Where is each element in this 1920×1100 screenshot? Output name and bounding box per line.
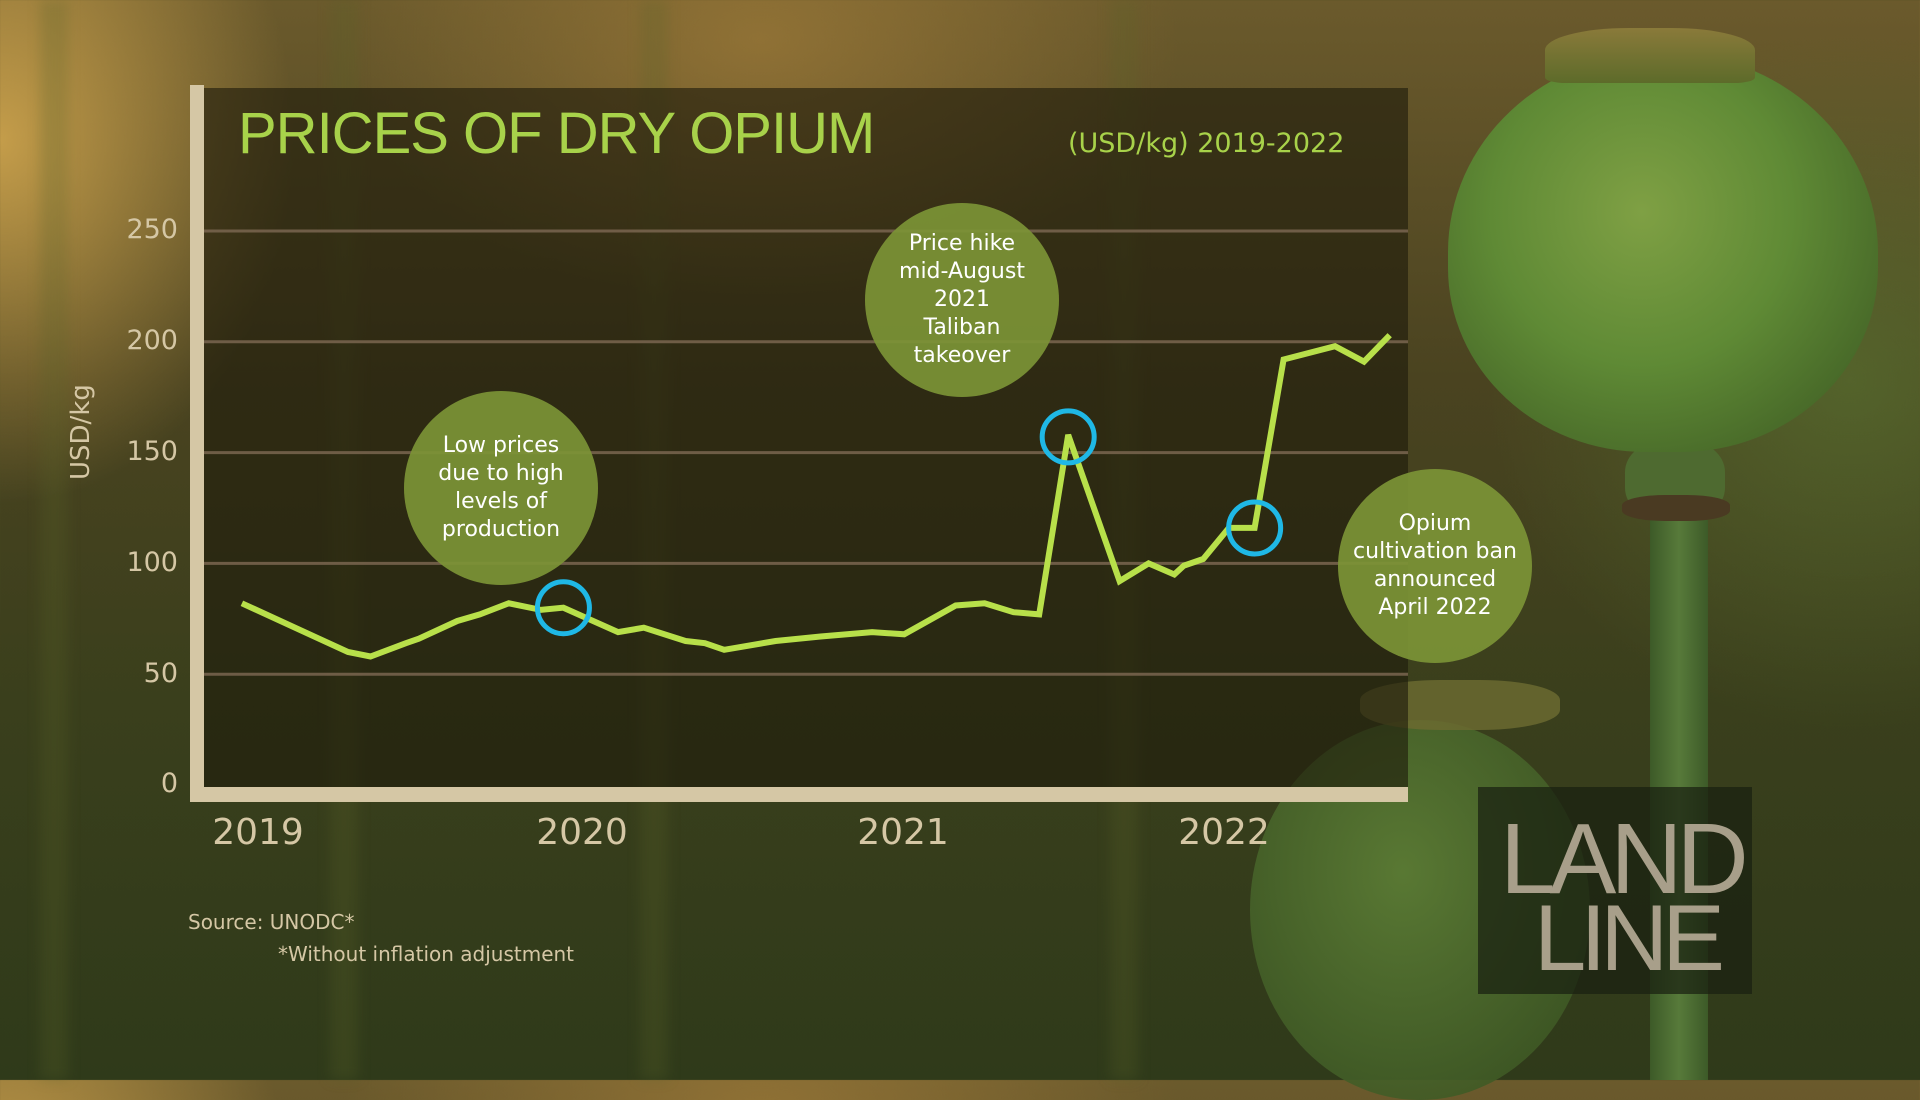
annotation-low-prices: Low prices due to high levels of product… (404, 391, 598, 585)
y-axis-label: USD/kg (66, 384, 96, 480)
annotation-price-hike: Price hike mid-August 2021 Taliban takeo… (865, 203, 1059, 397)
inflation-note: *Without inflation adjustment (278, 942, 575, 966)
y-tick-200: 200 (126, 325, 178, 356)
background-stalk (40, 0, 68, 1080)
y-tick-150: 150 (126, 436, 178, 467)
poppy-pod (1448, 52, 1878, 452)
x-tick-2021: 2021 (857, 812, 949, 853)
y-tick-100: 100 (126, 547, 178, 578)
chart-panel (204, 88, 1408, 787)
poppy-crown (1545, 28, 1755, 83)
source-note: Source: UNODC* (188, 910, 355, 934)
logo-line-2: LINE (1534, 885, 1725, 990)
poppy-ring (1622, 495, 1730, 521)
x-tick-2022: 2022 (1178, 812, 1270, 853)
highlight-circles (534, 408, 1284, 637)
price-line (240, 333, 1392, 660)
annotation-cultivation-ban: Opium cultivation ban announced April 20… (1338, 469, 1532, 663)
highlight-circle-icon (1226, 499, 1284, 557)
chart-title: PRICES OF DRY OPIUM (238, 101, 875, 166)
y-axis-bar (190, 85, 204, 802)
x-axis-bar (190, 787, 1408, 802)
chart-subtitle: (USD/kg) 2019-2022 (1068, 128, 1345, 159)
y-tick-0: 0 (160, 768, 178, 799)
y-tick-50: 50 (143, 658, 178, 689)
landline-logo: LAND LINE (1478, 787, 1752, 994)
y-tick-250: 250 (126, 214, 178, 245)
highlight-circle-icon (1039, 408, 1097, 466)
x-tick-2019: 2019 (212, 812, 304, 853)
gridlines (204, 229, 1408, 676)
logo-line-1: LAND (1500, 803, 1749, 915)
highlight-circle-icon (534, 579, 592, 637)
x-tick-2020: 2020 (536, 812, 628, 853)
